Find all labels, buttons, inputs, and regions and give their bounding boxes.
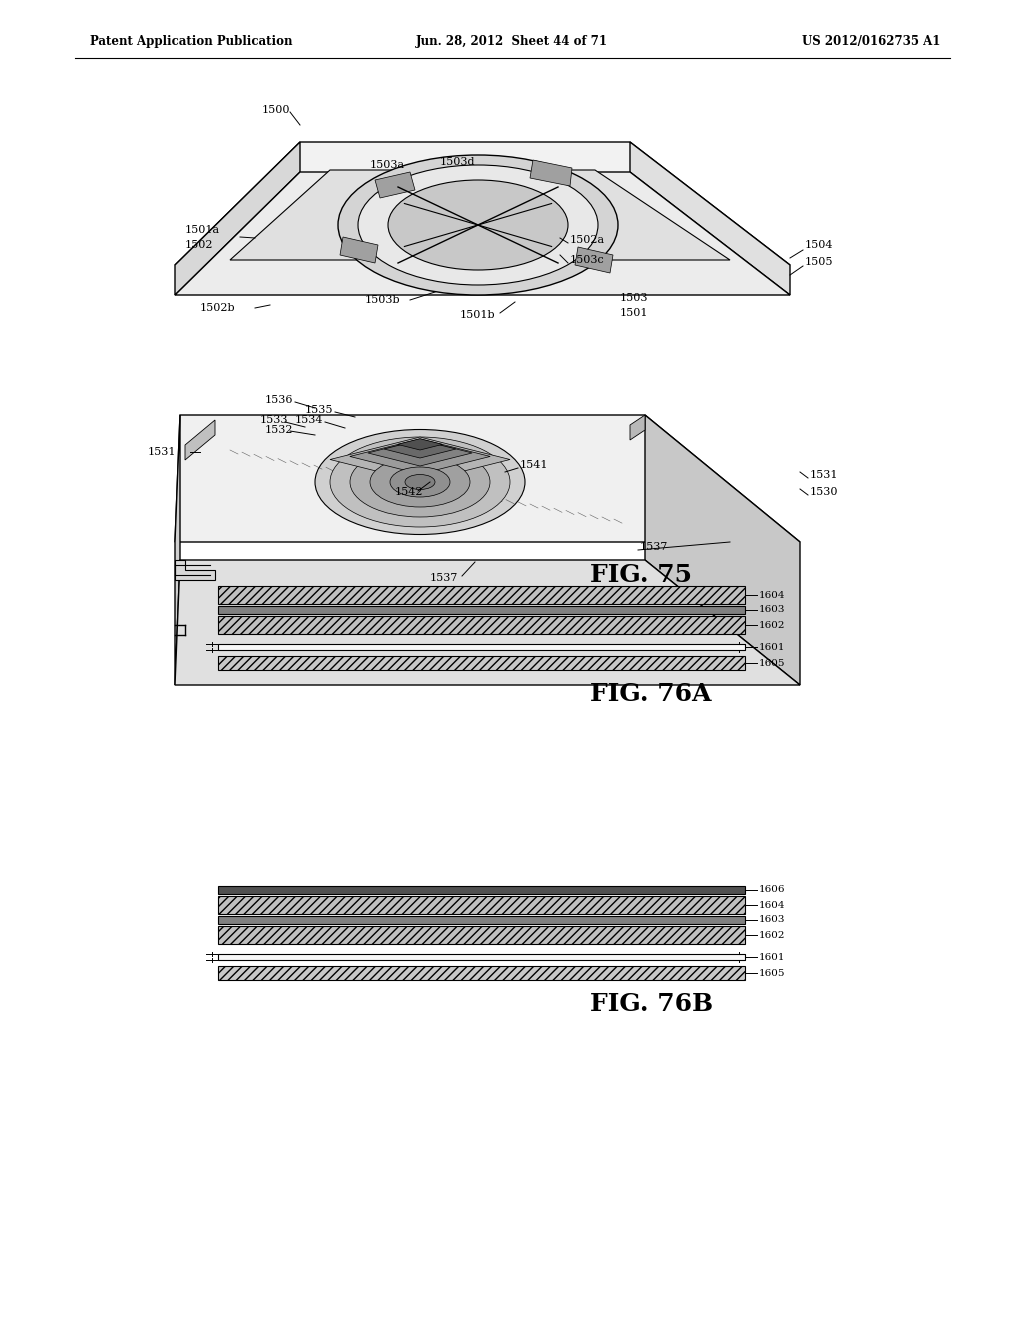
Polygon shape <box>350 438 490 474</box>
Text: 1502b: 1502b <box>200 304 236 313</box>
Text: 1605: 1605 <box>759 969 785 978</box>
Text: 1604: 1604 <box>759 900 785 909</box>
Polygon shape <box>384 440 456 458</box>
Text: 1602: 1602 <box>759 931 785 940</box>
Text: 1606: 1606 <box>759 886 785 895</box>
Bar <box>218 954 745 960</box>
Polygon shape <box>185 420 215 459</box>
Polygon shape <box>175 143 300 294</box>
Text: 1531: 1531 <box>148 447 176 457</box>
Polygon shape <box>330 437 510 482</box>
Polygon shape <box>175 414 180 685</box>
Text: Patent Application Publication: Patent Application Publication <box>90 36 293 48</box>
Text: 1534: 1534 <box>295 414 324 425</box>
Polygon shape <box>630 414 645 440</box>
Bar <box>218 886 745 894</box>
Ellipse shape <box>315 429 525 535</box>
Text: 1530: 1530 <box>810 487 839 498</box>
Text: 1500: 1500 <box>262 106 291 115</box>
Text: 1542: 1542 <box>395 487 424 498</box>
Text: 1502a: 1502a <box>570 235 605 246</box>
Text: FIG. 76B: FIG. 76B <box>590 993 713 1016</box>
Text: 1503: 1503 <box>620 293 648 304</box>
Text: 1503c: 1503c <box>570 255 605 265</box>
Bar <box>218 606 745 614</box>
Bar <box>218 656 745 671</box>
Ellipse shape <box>406 474 435 490</box>
Bar <box>218 927 745 944</box>
Text: Jun. 28, 2012  Sheet 44 of 71: Jun. 28, 2012 Sheet 44 of 71 <box>416 36 608 48</box>
Text: 1503d: 1503d <box>440 157 475 168</box>
Text: 1505: 1505 <box>805 257 834 267</box>
Text: 1541: 1541 <box>520 459 549 470</box>
Ellipse shape <box>338 154 618 294</box>
Text: 1601: 1601 <box>759 953 785 961</box>
Bar <box>218 916 745 924</box>
Bar <box>218 644 745 649</box>
Text: FIG. 76A: FIG. 76A <box>590 682 712 706</box>
Polygon shape <box>368 440 472 466</box>
Text: FIG. 75: FIG. 75 <box>590 564 692 587</box>
Bar <box>218 966 745 979</box>
Polygon shape <box>340 238 378 263</box>
Text: 1504: 1504 <box>805 240 834 249</box>
Polygon shape <box>375 172 415 198</box>
Text: 1604: 1604 <box>759 590 785 599</box>
Polygon shape <box>175 560 800 685</box>
Text: 1533: 1533 <box>260 414 289 425</box>
Bar <box>218 586 745 605</box>
Ellipse shape <box>358 165 598 285</box>
Text: 1601: 1601 <box>759 643 785 652</box>
Text: 1603: 1603 <box>759 916 785 924</box>
Text: 1501b: 1501b <box>460 310 496 319</box>
Polygon shape <box>397 438 442 450</box>
Polygon shape <box>575 247 613 273</box>
Polygon shape <box>175 560 215 579</box>
Polygon shape <box>175 143 790 265</box>
Text: 1503b: 1503b <box>365 294 400 305</box>
Polygon shape <box>530 160 572 186</box>
Polygon shape <box>175 172 790 294</box>
Text: 1531: 1531 <box>810 470 839 480</box>
Text: 1535: 1535 <box>305 405 334 414</box>
Polygon shape <box>175 414 800 543</box>
Text: US 2012/0162735 A1: US 2012/0162735 A1 <box>802 36 940 48</box>
Text: 1537: 1537 <box>640 543 669 552</box>
Text: 1501a: 1501a <box>185 224 220 235</box>
Text: 1536: 1536 <box>265 395 294 405</box>
Ellipse shape <box>350 447 490 517</box>
Bar <box>218 896 745 913</box>
Polygon shape <box>645 414 800 685</box>
Polygon shape <box>630 143 790 294</box>
Text: 1605: 1605 <box>759 659 785 668</box>
Text: 1502: 1502 <box>185 240 213 249</box>
Text: 1532: 1532 <box>265 425 294 436</box>
Text: 1603: 1603 <box>759 606 785 615</box>
Ellipse shape <box>370 457 470 507</box>
Polygon shape <box>230 170 730 260</box>
Text: 1503a: 1503a <box>370 160 406 170</box>
Ellipse shape <box>388 180 568 271</box>
Text: 1537: 1537 <box>430 573 459 583</box>
Bar <box>218 616 745 634</box>
Text: 1501: 1501 <box>620 308 648 318</box>
Text: 1602: 1602 <box>759 620 785 630</box>
Ellipse shape <box>390 467 450 498</box>
Ellipse shape <box>330 437 510 527</box>
